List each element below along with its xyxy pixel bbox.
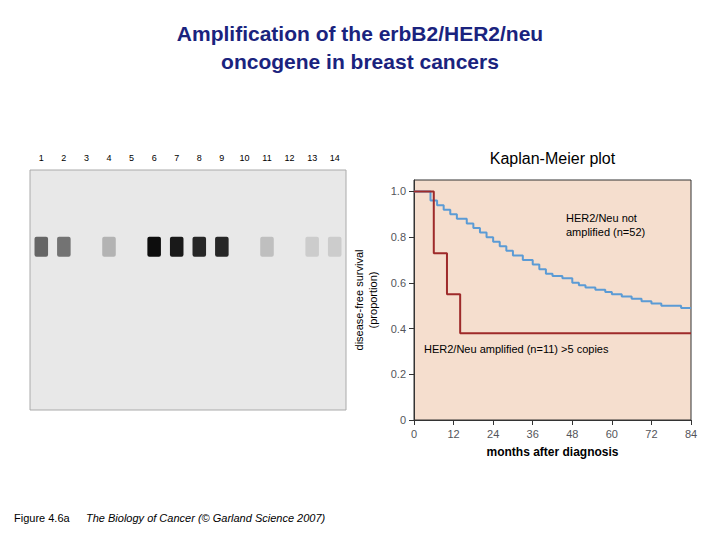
svg-text:5: 5 [129, 153, 134, 163]
svg-text:HER2/Neu amplified (n=11) >5 c: HER2/Neu amplified (n=11) >5 copies [424, 343, 609, 355]
svg-text:1.0: 1.0 [391, 185, 406, 197]
svg-text:HER2/Neu not: HER2/Neu not [566, 212, 637, 224]
svg-text:11: 11 [262, 153, 271, 163]
svg-text:36: 36 [527, 428, 539, 440]
svg-text:12: 12 [285, 153, 295, 163]
svg-text:84: 84 [685, 428, 697, 440]
svg-text:2: 2 [61, 153, 66, 163]
svg-text:disease-free survival: disease-free survival [353, 250, 365, 351]
svg-text:0.4: 0.4 [391, 323, 406, 335]
svg-text:Amplification of the erbB2/HER: Amplification of the erbB2/HER2/neu [177, 22, 543, 45]
svg-text:72: 72 [645, 428, 657, 440]
svg-text:0: 0 [400, 414, 406, 426]
svg-text:0: 0 [411, 428, 417, 440]
svg-text:oncogene in breast cancers: oncogene in breast cancers [221, 50, 499, 73]
svg-text:13: 13 [307, 153, 317, 163]
svg-text:months after diagnosis: months after diagnosis [486, 445, 618, 459]
svg-text:48: 48 [566, 428, 578, 440]
svg-text:12: 12 [447, 428, 459, 440]
svg-text:0.8: 0.8 [391, 231, 406, 243]
svg-text:60: 60 [606, 428, 618, 440]
svg-text:4: 4 [106, 153, 111, 163]
svg-text:0.2: 0.2 [391, 368, 406, 380]
svg-text:6: 6 [152, 153, 157, 163]
svg-text:24: 24 [487, 428, 499, 440]
svg-text:1: 1 [39, 153, 44, 163]
svg-text:3: 3 [84, 153, 89, 163]
svg-text:9: 9 [219, 153, 224, 163]
svg-text:0.6: 0.6 [391, 277, 406, 289]
svg-text:(proportion): (proportion) [367, 272, 379, 329]
svg-text:7: 7 [174, 153, 179, 163]
svg-text:10: 10 [239, 153, 249, 163]
svg-text:The Biology of Cancer (© Garla: The Biology of Cancer (© Garland Science… [86, 512, 326, 524]
svg-text:Kaplan-Meier plot: Kaplan-Meier plot [490, 150, 616, 167]
svg-text:8: 8 [197, 153, 202, 163]
svg-text:Figure 4.6a: Figure 4.6a [14, 512, 71, 524]
svg-text:14: 14 [330, 153, 340, 163]
svg-text:amplified (n=52): amplified (n=52) [566, 226, 645, 238]
